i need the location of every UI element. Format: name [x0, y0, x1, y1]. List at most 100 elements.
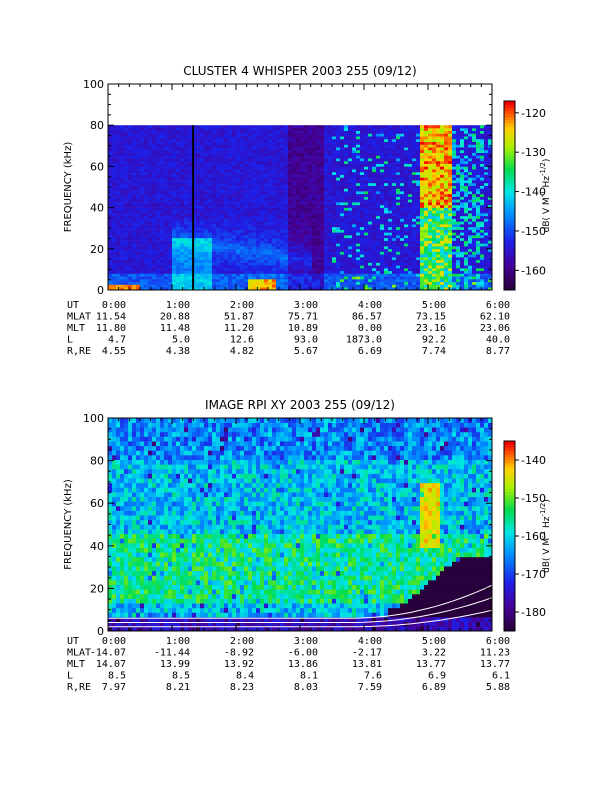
spectrogram-cell [172, 163, 177, 167]
spectrogram-cell [368, 188, 373, 192]
spectrogram-cell [144, 276, 149, 280]
spectrogram-cell [284, 207, 289, 211]
spectrogram-cell [180, 232, 185, 236]
spectrogram-cell [136, 254, 141, 258]
spectrogram-cell [208, 259, 213, 263]
spectrogram-cell [388, 251, 393, 255]
spectrogram-cell [296, 257, 301, 261]
spectrogram-cell [432, 265, 437, 269]
spectrogram-cell [336, 246, 341, 250]
spectrogram-cell [392, 240, 397, 244]
spectrogram-cell [408, 199, 413, 203]
spectrogram-cell [288, 265, 293, 269]
spectrogram-cell [184, 138, 189, 142]
spectrogram-cell [248, 127, 253, 131]
spectrogram-cell [372, 180, 377, 184]
spectrogram-cell [192, 232, 197, 236]
spectrogram-cell [356, 158, 361, 162]
spectrogram-cell [408, 196, 413, 200]
spectrogram-cell [340, 185, 345, 189]
spectrogram-cell [108, 191, 113, 195]
spectrogram-cell [360, 204, 365, 208]
spectrogram-cell [152, 235, 157, 239]
spectrogram-cell [124, 149, 129, 153]
spectrogram-cell [280, 171, 285, 175]
spectrogram-cell [276, 188, 281, 192]
spectrogram-cell [164, 257, 169, 261]
spectrogram-cell [272, 125, 277, 129]
spectrogram-cell [204, 180, 209, 184]
spectrogram-cell [312, 279, 317, 283]
spectrogram-cell [164, 133, 169, 137]
spectrogram-cell [228, 191, 233, 195]
spectrogram-cell [108, 257, 113, 261]
spectrogram-cell [240, 221, 245, 225]
spectrogram-cell [284, 196, 289, 200]
spectrogram-cell [408, 180, 413, 184]
spectrogram-cell [328, 144, 333, 148]
spectrogram-cell [236, 155, 241, 159]
spectrogram-cell [160, 237, 165, 241]
spectrogram-cell [272, 182, 277, 186]
spectrogram-cell [144, 166, 149, 170]
spectrogram-cell [308, 254, 313, 258]
spectrogram-cell [272, 136, 277, 140]
spectrogram-cell [324, 221, 329, 225]
spectrogram-cell [172, 262, 177, 266]
spectrogram-cell [132, 191, 137, 195]
spectrogram-cell [424, 248, 429, 252]
spectrogram-cell [296, 199, 301, 203]
spectrogram-cell [228, 210, 233, 214]
spectrogram-cell [240, 210, 245, 214]
spectrogram-cell [336, 149, 341, 153]
spectrogram-cell [280, 265, 285, 269]
spectrogram-cell [356, 270, 361, 274]
spectrogram-cell [256, 152, 261, 156]
spectrogram-cell [200, 149, 205, 153]
spectrogram-cell [288, 213, 293, 217]
spectrogram-cell [240, 180, 245, 184]
spectrogram-cell [412, 177, 417, 181]
spectrogram-cell [140, 246, 145, 250]
spectrogram-cell [400, 163, 405, 167]
spectrogram-cell [212, 213, 217, 217]
spectrogram-cell [236, 163, 241, 167]
spectrogram-cell [428, 127, 433, 131]
spectrogram-cell [388, 133, 393, 137]
spectrogram-cell [204, 235, 209, 239]
spectrogram-cell [364, 136, 369, 140]
spectrogram-cell [380, 182, 385, 186]
spectrogram-cell [416, 138, 421, 142]
spectrogram-cell [208, 155, 213, 159]
spectrogram-cell [388, 284, 393, 288]
spectrogram-cell [324, 182, 329, 186]
spectrogram-cell [168, 155, 173, 159]
spectrogram-cell [196, 155, 201, 159]
spectrogram-cell [344, 169, 349, 173]
spectrogram-cell [248, 284, 253, 288]
spectrogram-cell [212, 191, 217, 195]
spectrogram-cell [312, 276, 317, 280]
spectrogram-cell [244, 251, 249, 255]
spectrogram-cell [300, 188, 305, 192]
spectrogram-cell [416, 237, 421, 241]
spectrogram-cell [140, 188, 145, 192]
spectrogram-cell [248, 232, 253, 236]
spectrogram-cell [180, 171, 185, 175]
spectrogram-cell [144, 259, 149, 263]
spectrogram-cell [300, 127, 305, 131]
spectrogram-cell [300, 180, 305, 184]
spectrogram-cell [248, 224, 253, 228]
spectrogram-cell [140, 218, 145, 222]
spectrogram-cell [380, 191, 385, 195]
spectrogram-cell [364, 279, 369, 283]
spectrogram-cell [220, 268, 225, 272]
spectrogram-cell [340, 193, 345, 197]
spectrogram-cell [216, 213, 221, 217]
spectrogram-cell [280, 163, 285, 167]
spectrogram-cell [284, 158, 289, 162]
spectrogram-cell [352, 191, 357, 195]
spectrogram-cell [372, 160, 377, 164]
spectrogram-cell [284, 287, 289, 291]
spectrogram-cell [316, 147, 321, 151]
